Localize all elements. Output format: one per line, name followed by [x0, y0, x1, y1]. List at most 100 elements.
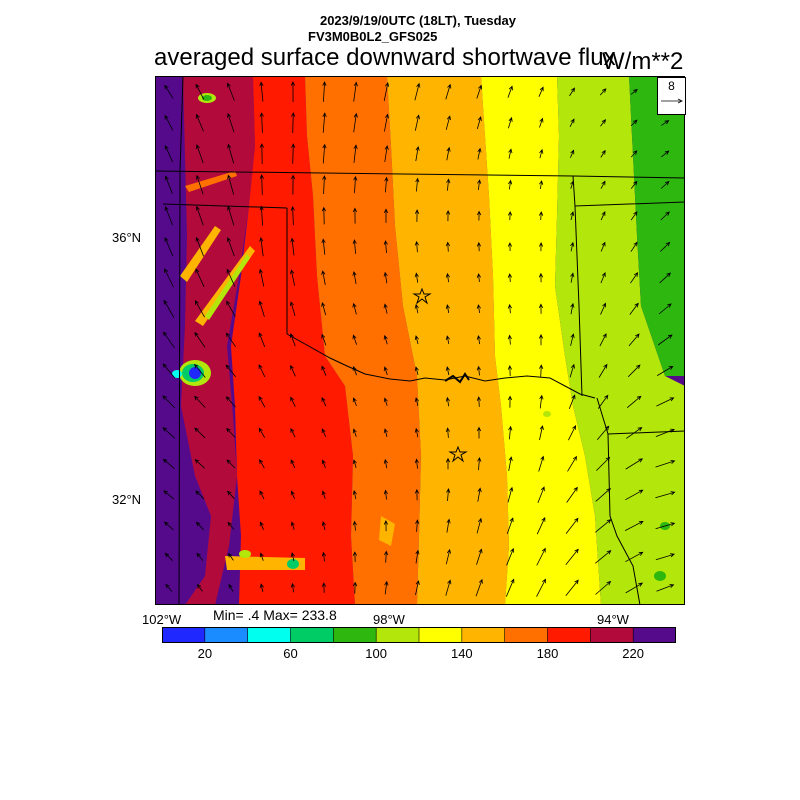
wind-vector	[656, 397, 675, 407]
wind-vector	[353, 144, 358, 163]
wind-vector	[352, 239, 357, 254]
wind-vector	[630, 241, 638, 252]
star-marker	[412, 287, 432, 305]
wind-vector	[446, 146, 451, 161]
wind-vector	[538, 241, 544, 252]
min-max-stats: Min= .4 Max= 233.8	[213, 607, 337, 623]
wind-vector	[290, 81, 296, 103]
wind-vector	[164, 175, 173, 194]
wind-vector	[539, 117, 544, 128]
wind-vector	[414, 114, 420, 131]
wind-vector	[414, 303, 419, 314]
wind-vector	[445, 83, 452, 100]
wind-vector	[290, 490, 295, 499]
wind-vector	[446, 518, 451, 533]
wind-vector	[569, 118, 575, 127]
colorbar	[162, 627, 676, 643]
wind-vector	[164, 552, 173, 561]
wind-vector	[627, 364, 641, 378]
wind-vector	[291, 112, 296, 134]
wind-vector	[538, 272, 544, 283]
colorbar-swatch	[504, 627, 548, 643]
wind-vector	[445, 366, 450, 376]
wind-vector	[477, 487, 482, 502]
wind-vector	[259, 112, 264, 133]
wind-vector	[567, 455, 577, 472]
wind-vector	[226, 237, 235, 257]
wind-vector	[569, 87, 576, 97]
colorbar-label: 140	[450, 646, 473, 661]
lat-label-36n: 36°N	[112, 230, 142, 245]
colorbar-swatch	[290, 627, 334, 643]
lat-label-32n: 32°N	[112, 492, 142, 507]
wind-vector	[445, 396, 450, 407]
wind-vector	[630, 88, 638, 95]
wind-vector	[384, 113, 389, 132]
wind-vector	[195, 83, 205, 100]
wind-vector	[445, 304, 450, 314]
wind-vector	[630, 211, 638, 221]
wind-vector	[383, 240, 388, 254]
wind-vector	[536, 547, 546, 566]
wind-vector	[164, 84, 174, 99]
wind-vector	[164, 206, 173, 226]
wind-vector	[655, 428, 675, 437]
vector-reference-box: 8	[657, 77, 686, 115]
wind-vector	[628, 333, 640, 347]
wind-vector	[258, 395, 266, 408]
wind-vector	[225, 332, 236, 348]
wind-vector	[226, 268, 236, 287]
wind-vector	[415, 145, 420, 162]
colorbar-swatch	[162, 627, 206, 643]
wind-vector	[600, 149, 606, 158]
wind-vector	[626, 427, 643, 439]
wind-vector	[321, 238, 326, 255]
wind-vector	[655, 522, 676, 530]
wind-vector	[290, 396, 296, 407]
wind-vector	[657, 334, 673, 346]
wind-vector	[477, 456, 482, 471]
wind-vector	[258, 268, 265, 287]
wind-vector	[226, 427, 236, 438]
wind-vector	[259, 174, 264, 195]
wind-vector	[660, 180, 670, 189]
wind-vector	[352, 334, 357, 345]
wind-vector	[352, 520, 357, 531]
vector-reference-arrow	[661, 98, 683, 104]
wind-vector	[383, 428, 388, 437]
wind-vector	[259, 490, 265, 500]
wind-vector	[629, 302, 639, 315]
wind-vector	[600, 211, 606, 221]
lake-feature	[444, 372, 470, 384]
wind-vector	[414, 366, 419, 375]
flux-map	[155, 76, 685, 605]
wind-vector	[228, 552, 234, 561]
map-title: averaged surface downward shortwave flux	[154, 44, 616, 71]
wind-vector	[539, 364, 544, 377]
wind-vector	[539, 180, 544, 190]
colorbar-swatch	[333, 627, 377, 643]
wind-vector	[227, 205, 235, 226]
wind-vector	[194, 363, 206, 378]
wind-vector	[321, 551, 326, 562]
wind-vector	[630, 180, 638, 189]
vector-reference-value: 8	[668, 79, 675, 93]
wind-vector	[415, 580, 420, 596]
wind-vector	[570, 149, 575, 158]
wind-vector	[414, 488, 420, 501]
wind-vector	[227, 174, 235, 195]
wind-vector	[259, 81, 264, 102]
wind-vector	[226, 490, 235, 499]
wind-vector	[352, 551, 358, 562]
wind-vector	[506, 547, 514, 566]
wind-vector	[352, 302, 357, 315]
wind-vector	[566, 486, 578, 503]
wind-vector	[625, 551, 644, 563]
wind-vector	[321, 459, 326, 468]
wind-vector	[568, 394, 576, 409]
wind-vector	[290, 237, 295, 256]
wind-vector	[290, 428, 296, 438]
zone-green	[629, 76, 685, 376]
wind-vector	[196, 174, 204, 195]
wind-vector	[226, 300, 236, 317]
